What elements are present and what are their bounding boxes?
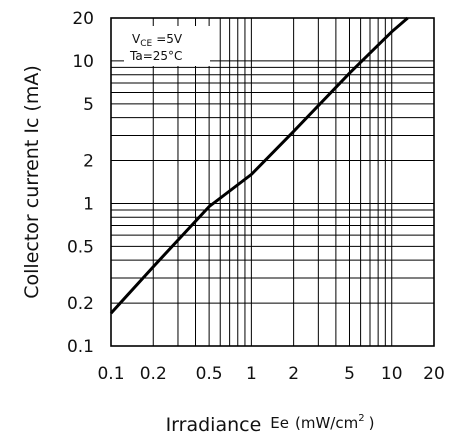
ta-condition: Ta=25°C [129, 49, 182, 63]
y-tick-label: 0.2 [67, 294, 94, 314]
x-axis-label-unit-exponent: 2 [358, 413, 364, 424]
x-tick-label: 0.1 [97, 364, 124, 384]
y-tick-label: 5 [83, 95, 94, 115]
vce-condition: VCE =5V [132, 32, 183, 49]
vce-symbol: V [132, 32, 141, 46]
y-tick-label: 0.1 [67, 337, 94, 357]
x-tick-label: 2 [288, 364, 299, 384]
y-tick-labels: 0.1 0.2 0.5 1 2 5 10 20 [67, 9, 94, 357]
y-tick-label: 0.5 [67, 237, 94, 257]
x-tick-label: 20 [423, 364, 445, 384]
vce-subscript: CE [140, 39, 152, 49]
x-axis-label: Irradiance Ee (mW/cm2) [166, 413, 375, 436]
x-tick-labels: 0.1 0.2 0.5 1 2 5 10 20 [97, 364, 444, 384]
vce-value: =5V [156, 32, 183, 46]
y-tick-label: 10 [72, 52, 94, 72]
y-tick-label: 2 [83, 152, 94, 172]
x-axis-label-name: Irradiance [166, 414, 262, 436]
x-axis-label-symbol: Ee [270, 414, 289, 432]
x-axis-label-unit-close: ) [369, 414, 375, 432]
grid-lines [111, 18, 434, 346]
plot-frame [110, 17, 435, 347]
x-tick-label: 5 [344, 364, 355, 384]
series-line [109, 16, 409, 315]
x-tick-label: 1 [246, 364, 257, 384]
conditions-box [124, 26, 210, 66]
x-tick-label: 0.5 [196, 364, 223, 384]
y-tick-label: 20 [72, 9, 94, 29]
x-axis-label-unit: (mW/cm [295, 414, 358, 432]
conditions-legend: VCE =5V Ta=25°C [124, 26, 210, 66]
x-tick-label: 10 [381, 364, 403, 384]
x-tick-label: 0.2 [140, 364, 167, 384]
y-tick-label: 1 [83, 194, 94, 214]
y-axis-label: Collector current Ic (mA) [21, 65, 43, 299]
